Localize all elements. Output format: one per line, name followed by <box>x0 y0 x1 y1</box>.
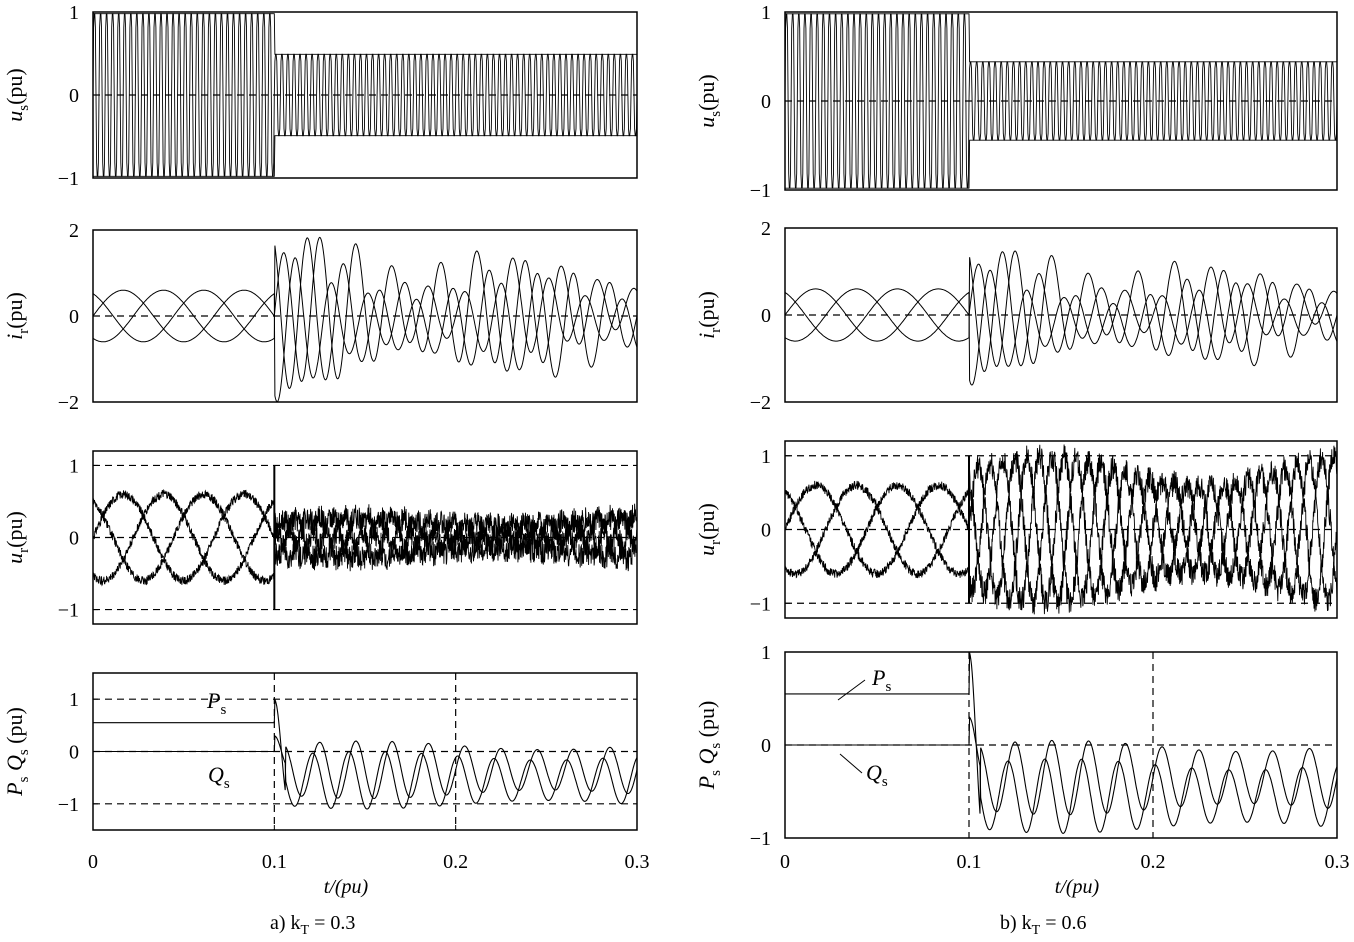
panel-a-ir: 2 0 −2 ir(pu) <box>2 220 638 414</box>
y-tick-label: −2 <box>750 392 771 414</box>
x-tick-label: 0.2 <box>1141 851 1166 873</box>
x-tick-label: 0.2 <box>443 851 468 873</box>
x-tick-label: 0.3 <box>1325 851 1350 873</box>
series-phase-3 <box>92 489 638 587</box>
series-phase-3 <box>785 13 1337 189</box>
x-tick-label: 0 <box>88 851 98 873</box>
x-tick-label: 0.3 <box>625 851 650 873</box>
y-tick-label: −1 <box>750 180 771 202</box>
y-tick-label: 1 <box>761 446 771 468</box>
annotation-ps: Ps <box>206 688 226 718</box>
y-tick-label: 1 <box>69 2 79 24</box>
panel-b-pq: 1 0 −1 Ps Qs Ps Qs (pu) 0 0.1 0.2 0.3 <box>694 642 1350 873</box>
series-phase-2 <box>784 251 1338 373</box>
series-phase-2 <box>784 444 1338 614</box>
x-tick-label: 0.1 <box>262 851 287 873</box>
y-axis-label: ur(pu) <box>2 511 32 564</box>
series-phase-1 <box>784 450 1338 615</box>
panel-b-ir: 2 0 −2 ir(pu) <box>694 218 1338 414</box>
panel-b-us: 1 0 −1 us(pu) <box>694 2 1338 202</box>
x-tick-label: 0.1 <box>957 851 982 873</box>
series-Qs <box>785 715 1338 834</box>
leader-ps <box>837 679 866 701</box>
series-phase-2 <box>92 237 638 390</box>
y-tick-label: −1 <box>58 794 79 816</box>
y-tick-label: 0 <box>69 85 79 107</box>
y-axis-label: ir(pu) <box>2 292 32 340</box>
y-tick-label: 0 <box>761 735 771 757</box>
x-axis-label-b: t/(pu) <box>1055 876 1100 898</box>
y-tick-label: −1 <box>58 600 79 622</box>
y-tick-label: 1 <box>69 455 79 477</box>
series-phase-3 <box>784 260 1338 386</box>
y-tick-label: 0 <box>69 528 79 550</box>
series-phase-3 <box>93 13 637 177</box>
series-phase-2 <box>785 13 1337 189</box>
series-phase-1 <box>784 250 1338 367</box>
y-axis-label: ir(pu) <box>694 291 724 339</box>
y-axis-label: us(pu) <box>2 68 32 122</box>
panel-a-us: 1 0 −1 us(pu) <box>2 2 638 190</box>
series-phase-1 <box>784 13 1338 189</box>
y-tick-label: 0 <box>69 742 79 764</box>
y-axis-label: Ps Qs (pu) <box>694 701 724 791</box>
panels: 1 0 −1 us(pu) 1 0 −1 us(pu) 2 0 −2 ir(pu) 2 0 −2 ir(pu)… <box>2 2 1350 873</box>
y-axis-label: us(pu) <box>694 74 724 128</box>
leader-qs <box>839 753 863 774</box>
y-tick-label: −2 <box>58 392 79 414</box>
series-phase-2 <box>93 13 637 177</box>
panel-a-pq: 1 0 −1 Ps Qs Ps Qs (pu) 0 0.1 0.2 0.3 <box>2 672 650 873</box>
y-tick-label: −1 <box>58 168 79 190</box>
x-axis-label-a: t/(pu) <box>324 876 369 898</box>
y-tick-label: −1 <box>750 593 771 615</box>
x-tick-label: 0 <box>780 851 790 873</box>
panel-a-ur: 1 0 −1 ur(pu) <box>2 450 638 625</box>
series-Ps <box>785 652 1338 816</box>
annotation-ps: Ps <box>871 665 891 695</box>
caption-b: b) kT = 0.6 <box>1000 912 1087 938</box>
annotation-qs: Qs <box>866 760 888 790</box>
y-axis-label: ur(pu) <box>694 503 724 556</box>
y-tick-label: 0 <box>761 305 771 327</box>
caption-a: a) kT = 0.3 <box>270 912 355 938</box>
y-tick-label: 1 <box>69 689 79 711</box>
panel-b-ur: 1 0 −1 ur(pu) <box>694 440 1338 619</box>
series-Qs <box>93 734 638 810</box>
annotation-qs: Qs <box>208 762 230 792</box>
series-Ps <box>93 699 638 800</box>
y-tick-label: 1 <box>761 642 771 664</box>
y-tick-label: 2 <box>761 218 771 240</box>
series-phase-3 <box>784 444 1338 615</box>
y-tick-label: −1 <box>750 828 771 850</box>
series-phase-1 <box>92 236 638 382</box>
series-phase-3 <box>92 250 638 403</box>
y-tick-label: 2 <box>69 220 79 242</box>
y-axis-label: Ps Qs (pu) <box>2 707 32 797</box>
y-tick-label: 1 <box>761 2 771 24</box>
series-phase-1 <box>92 13 638 177</box>
y-tick-label: 0 <box>761 520 771 542</box>
y-tick-label: 0 <box>761 91 771 113</box>
y-tick-label: 0 <box>69 306 79 328</box>
